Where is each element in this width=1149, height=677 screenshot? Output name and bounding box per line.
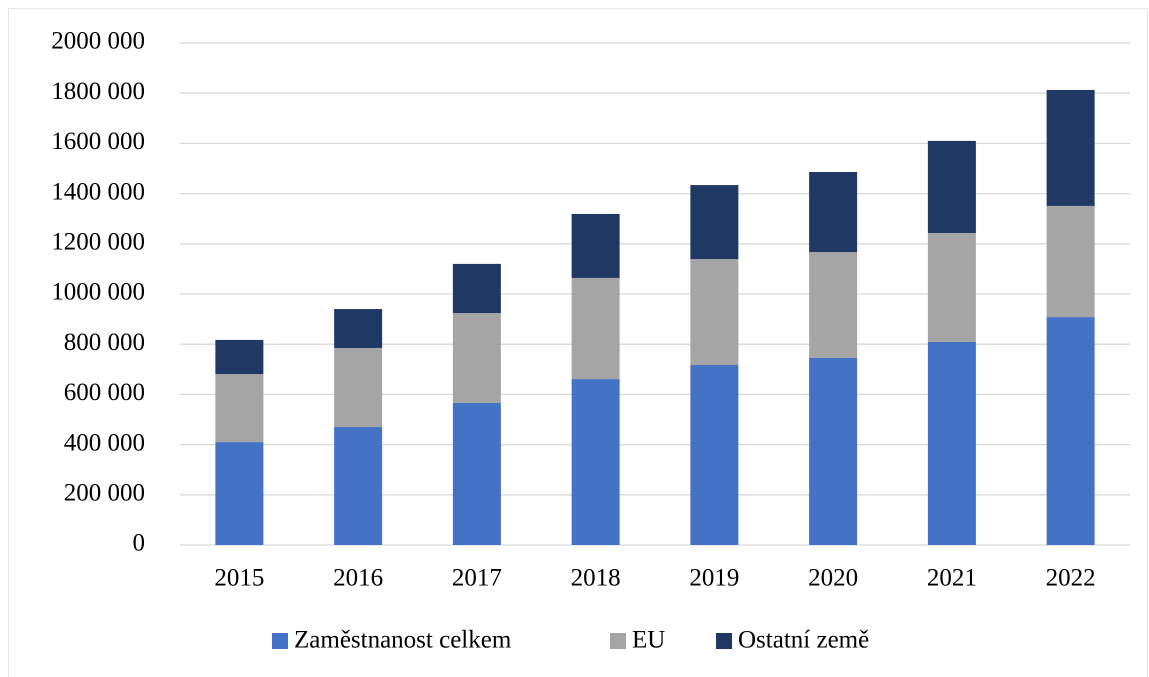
- legend-swatch: [716, 633, 732, 649]
- x-tick-label: 2019: [689, 565, 739, 592]
- legend-swatch: [272, 633, 288, 649]
- bar-segment: [809, 252, 858, 359]
- y-tick-label: 200 000: [64, 480, 145, 507]
- y-tick-label: 0: [133, 530, 146, 557]
- x-tick-label: 2015: [214, 565, 264, 592]
- legend-label: Zaměstnanost celkem: [294, 627, 512, 654]
- bar-segment: [1046, 205, 1095, 318]
- y-tick-label: 1000 000: [51, 279, 145, 306]
- bar-segment: [571, 213, 620, 278]
- x-tick-label: 2018: [571, 565, 621, 592]
- y-tick-label: 1600 000: [51, 128, 145, 155]
- bar-segment: [571, 379, 620, 545]
- bar-segment: [927, 140, 976, 234]
- x-tick-label: 2022: [1046, 565, 1096, 592]
- x-tick-label: 2017: [452, 565, 502, 592]
- bar-segment: [452, 263, 501, 314]
- legend-label: Ostatní země: [738, 627, 869, 654]
- bar-segment: [927, 233, 976, 342]
- bar-segment: [1046, 317, 1095, 545]
- y-tick-label: 1400 000: [51, 178, 145, 205]
- legend-label: EU: [632, 627, 665, 654]
- bar-segment: [809, 358, 858, 545]
- bar-segment: [215, 339, 264, 375]
- x-tick-label: 2020: [808, 565, 858, 592]
- x-tick-label: 2021: [927, 565, 977, 592]
- y-tick-label: 600 000: [64, 379, 145, 406]
- bar-segment: [334, 347, 383, 428]
- y-tick-label: 2000 000: [51, 28, 145, 55]
- bar-segment: [690, 185, 739, 260]
- y-tick-label: 1200 000: [51, 229, 145, 256]
- x-tick-label: 2016: [333, 565, 383, 592]
- bar-segment: [334, 309, 383, 348]
- legend-swatch: [610, 633, 626, 649]
- bar-segment: [215, 374, 264, 443]
- y-tick-label: 1800 000: [51, 78, 145, 105]
- bar-segment: [334, 427, 383, 545]
- bar-segment: [690, 259, 739, 366]
- bar-segment: [571, 277, 620, 380]
- bar-segment: [452, 313, 501, 403]
- bar-segment: [690, 365, 739, 545]
- bar-segment: [809, 172, 858, 253]
- bar-segment: [1046, 89, 1095, 206]
- frame: [8, 8, 1148, 677]
- y-tick-label: 400 000: [64, 429, 145, 456]
- bar-segment: [452, 402, 501, 545]
- bar-segment: [927, 341, 976, 545]
- y-tick-label: 800 000: [64, 329, 145, 356]
- bar-segment: [215, 442, 264, 545]
